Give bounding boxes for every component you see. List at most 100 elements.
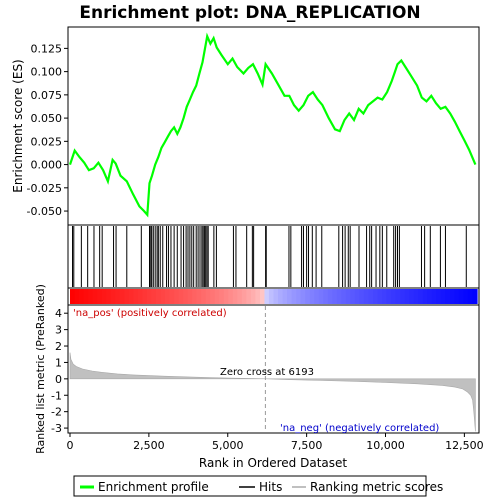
es-plot-area <box>68 32 477 218</box>
hits-panel-frame <box>67 224 480 289</box>
color-bar-segment <box>463 289 469 304</box>
x-axis-label: Rank in Ordered Dataset <box>199 456 347 470</box>
color-bar-segment <box>268 289 275 304</box>
color-bar-segment <box>395 289 401 304</box>
color-bar-segment <box>305 289 311 304</box>
color-bar-segment <box>273 289 279 304</box>
color-bar-segment <box>223 289 229 304</box>
color-bar-segment <box>128 289 134 304</box>
es-y-tick-label: 0.000 <box>31 159 63 172</box>
metric-panel-frame <box>67 304 480 434</box>
metric-y-axis: -3 -2 -1 0 1 2 3 4 <box>51 307 68 435</box>
color-bar-segment <box>336 289 342 304</box>
zero-cross-label: Zero cross at 6193 <box>220 367 314 378</box>
color-bar-segment <box>264 289 270 304</box>
color-bar-segment <box>382 289 388 304</box>
metric-y-tick-label: -2 <box>51 406 62 419</box>
color-bar-segment <box>201 289 207 304</box>
es-y-tick-label: 0.025 <box>31 135 63 148</box>
es-y-tick-label: 0.100 <box>31 66 63 79</box>
correlation-color-bar <box>70 289 478 304</box>
color-bar-segment <box>241 289 247 304</box>
x-tick-label: 2,500 <box>133 439 165 452</box>
color-bar-segment <box>318 289 324 304</box>
es-y-axis-label: Enrichment score (ES) <box>11 59 25 192</box>
color-bar-segment <box>359 289 365 304</box>
color-bar-segment <box>323 289 329 304</box>
color-bar-segment <box>187 289 193 304</box>
color-bar-segment <box>350 289 356 304</box>
legend-metric-label: Ranking metric scores <box>310 480 443 494</box>
color-bar-segment <box>296 289 302 304</box>
color-bar-segment <box>164 289 171 304</box>
color-bar-segment <box>232 289 238 304</box>
color-bar-segment <box>192 289 198 304</box>
hits-marks <box>72 226 467 287</box>
color-bar-segment <box>101 289 107 304</box>
color-bar-segment <box>124 289 130 304</box>
legend-hits-label: Hits <box>259 480 282 494</box>
es-y-axis: -0.050 -0.025 0.000 0.025 0.050 0.075 0.100 0.1… <box>27 42 68 218</box>
color-bar-segment <box>160 289 166 304</box>
color-bar-segment <box>119 289 125 304</box>
metric-y-tick-label: 4 <box>55 307 62 320</box>
color-bar-segment <box>142 289 148 304</box>
color-bar-segment <box>133 289 139 304</box>
color-bar-segment <box>345 289 351 304</box>
x-tick-label: 12,500 <box>445 439 484 452</box>
color-bar-segment <box>255 289 261 304</box>
color-bar-segment <box>282 289 288 304</box>
es-y-tick-label: -0.025 <box>27 182 62 195</box>
es-y-tick-label: 0.075 <box>31 89 63 102</box>
neg-correlated-label: 'na_neg' (negatively correlated) <box>280 423 439 434</box>
color-bar-segment <box>214 289 220 304</box>
x-tick-label: 7,500 <box>291 439 323 452</box>
color-bar-segment <box>418 289 424 304</box>
color-bar-segment <box>237 289 243 304</box>
x-tick-label: 0 <box>67 439 74 452</box>
color-bar-segment <box>115 289 121 304</box>
color-bar-segment <box>413 289 419 304</box>
metric-y-tick-label: -3 <box>51 422 62 435</box>
color-bar-segment <box>92 289 98 304</box>
color-bar-segment <box>422 289 428 304</box>
color-bar-segment <box>354 289 361 304</box>
color-bar-segment <box>454 289 460 304</box>
color-bar-segment <box>146 289 152 304</box>
color-bar-segment <box>341 289 347 304</box>
color-bar-segment <box>404 289 410 304</box>
metric-y-tick-label: 1 <box>55 356 62 369</box>
color-bar-segment <box>291 289 297 304</box>
color-bar-segment <box>196 289 202 304</box>
metric-y-axis-label: Ranked list metric (PreRanked) <box>34 284 47 454</box>
color-bar-segment <box>151 289 157 304</box>
metric-y-tick-label: 3 <box>55 324 62 337</box>
color-bar-segment <box>106 289 112 304</box>
color-bar-segment <box>427 289 433 304</box>
color-bar-segment <box>83 289 89 304</box>
color-bar-segment <box>174 289 180 304</box>
color-bar-segment <box>169 289 175 304</box>
color-bar-segment <box>327 289 333 304</box>
color-bar-segment <box>300 289 306 304</box>
color-bar-segment <box>431 289 437 304</box>
es-y-tick-label: -0.050 <box>27 205 62 218</box>
color-bar-segment <box>372 289 379 304</box>
color-bar-segment <box>332 289 338 304</box>
color-bar-segment <box>309 289 315 304</box>
color-bar-segment <box>259 289 266 304</box>
color-bar-segment <box>472 289 478 304</box>
color-bar-segment <box>210 289 216 304</box>
color-bar-segment <box>458 289 465 304</box>
color-bar-segment <box>386 289 392 304</box>
color-bar-segment <box>391 289 397 304</box>
legend-frame <box>73 475 427 497</box>
es-y-tick-label: 0.125 <box>31 42 63 55</box>
color-bar-segment <box>449 289 455 304</box>
pos-correlated-label: 'na_pos' (positively correlated) <box>73 308 227 319</box>
color-bar-segment <box>400 289 406 304</box>
color-bar-segment <box>314 289 320 304</box>
color-bar-segment <box>74 289 80 304</box>
color-bar-segment <box>363 289 370 304</box>
